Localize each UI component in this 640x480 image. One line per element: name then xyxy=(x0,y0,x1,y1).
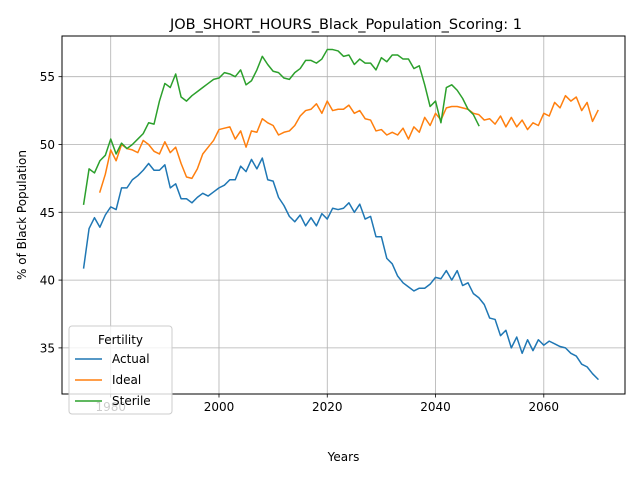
grid xyxy=(62,36,625,394)
x-tick-label: 2020 xyxy=(312,400,343,414)
x-axis-label: Years xyxy=(327,450,360,464)
legend-box xyxy=(68,325,173,415)
y-tick-label: 50 xyxy=(40,138,55,152)
legend-label-ideal: Ideal xyxy=(112,373,141,387)
y-tick-label: 40 xyxy=(40,274,55,288)
series-lines xyxy=(82,48,599,381)
legend-label-sterile: Sterile xyxy=(112,394,151,408)
legend-title: Fertility xyxy=(98,333,143,347)
legend-label-actual: Actual xyxy=(112,352,150,366)
y-tick-label: 55 xyxy=(40,70,55,84)
x-tick-label: 2000 xyxy=(204,400,235,414)
x-tick-label: 2060 xyxy=(529,400,560,414)
legend: Fertility Actual Ideal Sterile xyxy=(68,325,173,415)
series-line-ideal xyxy=(98,94,599,193)
y-tick-label: 45 xyxy=(40,206,55,220)
plot-frame xyxy=(61,35,626,395)
x-tick-label: 2040 xyxy=(420,400,451,414)
y-axis-label: % of Black Population xyxy=(15,150,29,280)
y-tick-label: 35 xyxy=(40,341,55,355)
series-line-actual xyxy=(82,157,599,381)
axis-ticks: 198020002020204020603540455055 xyxy=(40,70,559,414)
series-line-sterile xyxy=(82,48,480,206)
chart-title: JOB_SHORT_HOURS_Black_Population_Scoring… xyxy=(169,17,522,33)
